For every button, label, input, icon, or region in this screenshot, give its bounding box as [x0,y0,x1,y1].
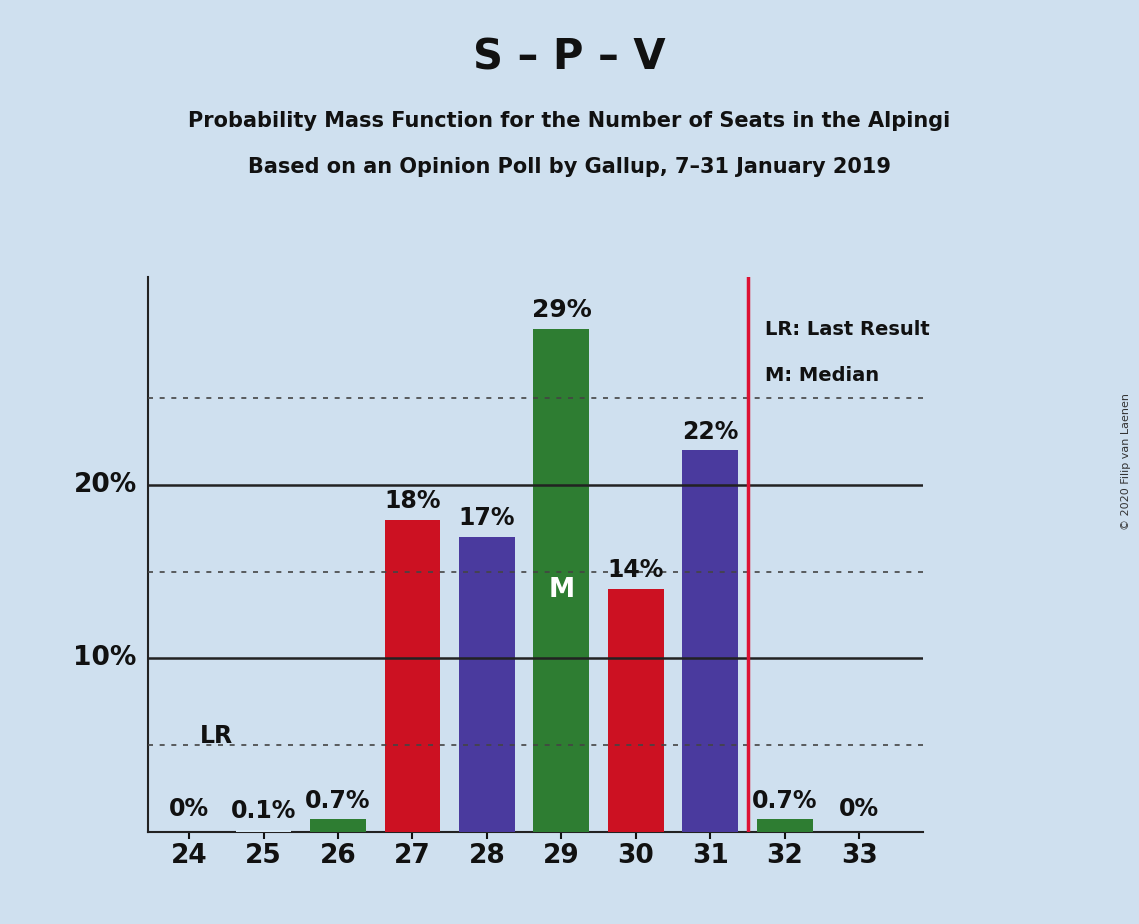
Text: 10%: 10% [73,645,137,672]
Text: LR: LR [200,724,233,748]
Text: 20%: 20% [73,472,137,498]
Text: Probability Mass Function for the Number of Seats in the Alpingi: Probability Mass Function for the Number… [188,111,951,131]
Text: S – P – V: S – P – V [473,37,666,79]
Text: Based on an Opinion Poll by Gallup, 7–31 January 2019: Based on an Opinion Poll by Gallup, 7–31… [248,157,891,177]
Text: M: M [548,578,574,603]
Text: 22%: 22% [682,419,738,444]
Text: 0.7%: 0.7% [752,788,818,812]
Bar [385,519,441,832]
Bar [682,451,738,832]
Text: 29%: 29% [532,298,591,322]
Text: 17%: 17% [459,506,515,530]
Text: M: Median: M: Median [764,366,879,385]
Text: 0.1%: 0.1% [231,799,296,823]
Bar [310,820,366,832]
Bar [757,820,813,832]
Bar [608,590,664,832]
Bar [459,537,515,832]
Text: LR: Last Result: LR: Last Result [764,320,929,339]
Bar [236,830,292,832]
Text: 14%: 14% [608,558,664,582]
Text: 0%: 0% [169,797,210,821]
Text: 0%: 0% [839,797,879,821]
Text: 18%: 18% [384,489,441,513]
Bar [533,329,589,832]
Text: 0.7%: 0.7% [305,788,370,812]
Text: © 2020 Filip van Laenen: © 2020 Filip van Laenen [1121,394,1131,530]
